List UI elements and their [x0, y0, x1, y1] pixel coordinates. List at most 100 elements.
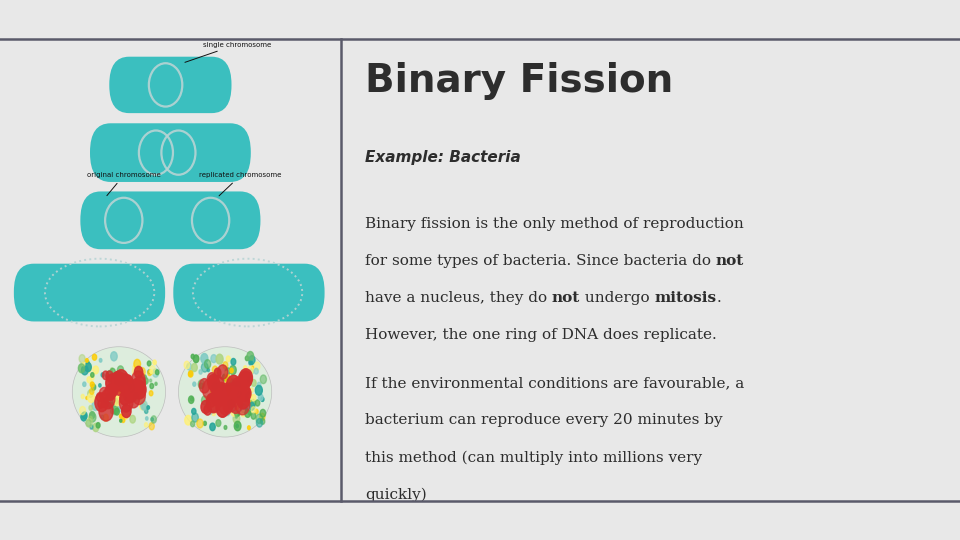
Text: Example: Bacteria: Example: Bacteria — [365, 150, 520, 165]
Circle shape — [105, 384, 116, 400]
Circle shape — [90, 373, 94, 377]
Circle shape — [153, 360, 156, 364]
Circle shape — [239, 369, 252, 387]
Circle shape — [204, 405, 211, 415]
Circle shape — [137, 379, 142, 386]
Circle shape — [206, 397, 209, 401]
Circle shape — [203, 379, 217, 400]
Circle shape — [125, 388, 134, 402]
Circle shape — [130, 379, 143, 398]
Circle shape — [110, 368, 115, 376]
Circle shape — [120, 376, 134, 397]
Circle shape — [229, 368, 233, 373]
Circle shape — [122, 374, 128, 381]
Circle shape — [133, 359, 140, 369]
Circle shape — [90, 382, 94, 387]
Circle shape — [224, 426, 227, 429]
Circle shape — [90, 375, 94, 381]
Circle shape — [251, 400, 255, 407]
Circle shape — [189, 370, 192, 375]
Circle shape — [111, 372, 125, 390]
Text: not: not — [715, 254, 744, 268]
Circle shape — [141, 401, 147, 410]
Circle shape — [241, 410, 246, 417]
Circle shape — [249, 394, 252, 398]
Circle shape — [188, 371, 193, 377]
Text: bacterium can reproduce every 20 minutes by: bacterium can reproduce every 20 minutes… — [365, 413, 723, 427]
Circle shape — [241, 386, 251, 401]
Circle shape — [143, 377, 148, 384]
Circle shape — [245, 409, 251, 417]
Circle shape — [85, 359, 88, 362]
Circle shape — [82, 366, 88, 375]
Circle shape — [221, 385, 224, 390]
Circle shape — [249, 356, 255, 364]
Circle shape — [191, 363, 197, 372]
Circle shape — [224, 390, 237, 408]
Circle shape — [123, 380, 135, 396]
Circle shape — [239, 373, 245, 382]
Circle shape — [92, 401, 99, 410]
Circle shape — [233, 387, 237, 392]
Circle shape — [100, 401, 104, 407]
Circle shape — [122, 411, 129, 420]
Circle shape — [190, 397, 193, 401]
Circle shape — [119, 393, 132, 412]
Circle shape — [80, 407, 85, 415]
Circle shape — [212, 366, 218, 374]
Circle shape — [110, 352, 117, 361]
Circle shape — [193, 355, 199, 363]
Circle shape — [132, 366, 135, 369]
Circle shape — [216, 380, 219, 384]
Circle shape — [258, 394, 263, 401]
Circle shape — [212, 387, 226, 407]
Circle shape — [138, 373, 143, 379]
Circle shape — [257, 382, 261, 387]
Circle shape — [126, 379, 130, 385]
Circle shape — [233, 414, 240, 423]
Circle shape — [246, 356, 249, 361]
Text: have a nucleus, they do: have a nucleus, they do — [365, 291, 552, 305]
Circle shape — [219, 396, 232, 415]
Circle shape — [229, 395, 242, 414]
Text: .: . — [717, 291, 721, 305]
Circle shape — [144, 423, 148, 427]
Circle shape — [103, 371, 108, 380]
Circle shape — [101, 389, 115, 409]
Circle shape — [132, 368, 137, 375]
Circle shape — [89, 411, 95, 418]
Circle shape — [227, 375, 241, 396]
Circle shape — [247, 352, 253, 361]
Circle shape — [209, 410, 212, 414]
Circle shape — [133, 393, 138, 400]
Text: for some types of bacteria. Since bacteria do: for some types of bacteria. Since bacter… — [365, 254, 715, 268]
Circle shape — [223, 400, 232, 413]
Circle shape — [241, 390, 249, 401]
Circle shape — [249, 411, 252, 415]
Circle shape — [111, 372, 125, 391]
Circle shape — [250, 369, 253, 374]
Circle shape — [99, 359, 102, 362]
Circle shape — [231, 359, 236, 365]
Circle shape — [133, 399, 135, 401]
Circle shape — [227, 412, 229, 416]
Circle shape — [149, 391, 153, 396]
Text: Binary fission is the only method of reproduction: Binary fission is the only method of rep… — [365, 217, 744, 231]
Circle shape — [217, 402, 228, 417]
Circle shape — [108, 384, 118, 396]
Circle shape — [96, 393, 103, 401]
Circle shape — [79, 355, 85, 363]
Circle shape — [231, 407, 237, 416]
Circle shape — [215, 401, 219, 406]
Circle shape — [188, 396, 194, 403]
Circle shape — [147, 361, 151, 366]
Text: single chromosome: single chromosome — [185, 42, 271, 62]
Circle shape — [134, 376, 145, 392]
Circle shape — [135, 371, 137, 374]
FancyBboxPatch shape — [13, 264, 165, 321]
Circle shape — [132, 381, 140, 391]
Circle shape — [86, 420, 91, 427]
Circle shape — [119, 414, 122, 418]
Circle shape — [248, 426, 251, 430]
Circle shape — [237, 383, 250, 401]
